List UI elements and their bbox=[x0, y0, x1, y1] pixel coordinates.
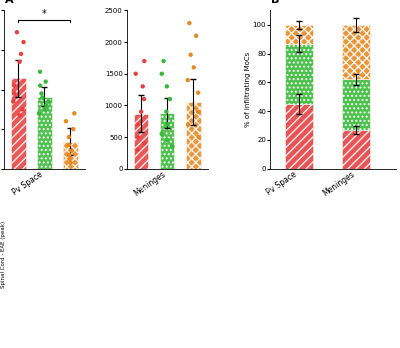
Text: B: B bbox=[272, 0, 280, 5]
Point bbox=[16, 59, 23, 65]
Point bbox=[190, 65, 197, 70]
Text: Ve-Cadherin - GFP x iNOS - tdTomato x Arginase - EYFP: Ve-Cadherin - GFP x iNOS - tdTomato x Ar… bbox=[119, 186, 281, 191]
Bar bbox=[284, 104, 313, 169]
Text: *: * bbox=[42, 9, 47, 19]
Point bbox=[67, 160, 74, 166]
Point bbox=[66, 134, 72, 140]
Point bbox=[11, 83, 18, 88]
Point bbox=[45, 98, 52, 104]
Point bbox=[141, 58, 148, 64]
Bar bbox=[342, 130, 370, 169]
Point bbox=[66, 152, 72, 158]
Bar bbox=[37, 97, 52, 169]
Point bbox=[18, 51, 24, 57]
Point bbox=[195, 90, 201, 95]
Point bbox=[19, 106, 26, 112]
Point bbox=[37, 69, 43, 74]
Bar bbox=[284, 25, 313, 44]
Bar bbox=[63, 142, 78, 169]
Point bbox=[134, 134, 141, 140]
Y-axis label: % of Infiltrating MoCs: % of Infiltrating MoCs bbox=[245, 52, 251, 127]
Bar bbox=[342, 79, 370, 130]
Point bbox=[37, 83, 44, 88]
Point bbox=[14, 30, 20, 35]
Point bbox=[164, 137, 170, 143]
Point bbox=[132, 71, 139, 77]
Text: D: D bbox=[8, 276, 15, 285]
Bar bbox=[284, 44, 313, 104]
Point bbox=[42, 79, 49, 85]
Bar bbox=[160, 113, 174, 169]
Point bbox=[163, 109, 170, 114]
Point bbox=[195, 134, 202, 140]
Point bbox=[66, 142, 72, 148]
Point bbox=[141, 141, 147, 146]
Point bbox=[38, 91, 45, 96]
Point bbox=[138, 109, 144, 114]
Point bbox=[160, 58, 167, 64]
Point bbox=[186, 20, 192, 26]
Point bbox=[193, 33, 199, 39]
Point bbox=[135, 121, 141, 127]
Point bbox=[71, 111, 78, 116]
Point bbox=[42, 106, 48, 112]
Point bbox=[188, 52, 194, 57]
Point bbox=[20, 39, 27, 45]
Point bbox=[158, 71, 165, 77]
Point bbox=[158, 131, 165, 137]
Point bbox=[68, 148, 75, 154]
Point bbox=[134, 147, 140, 152]
Point bbox=[16, 112, 23, 118]
Point bbox=[140, 84, 146, 89]
Point bbox=[141, 96, 147, 102]
Point bbox=[36, 111, 42, 116]
Text: Spinal Cord - EAE (peak): Spinal Cord - EAE (peak) bbox=[1, 221, 6, 287]
Point bbox=[66, 156, 73, 161]
Point bbox=[164, 84, 170, 89]
Bar bbox=[186, 102, 200, 169]
Point bbox=[10, 98, 16, 104]
Point bbox=[164, 121, 170, 127]
Point bbox=[70, 126, 76, 132]
Text: A: A bbox=[5, 0, 14, 5]
Bar bbox=[342, 25, 370, 79]
Bar bbox=[134, 113, 148, 169]
Point bbox=[184, 77, 191, 83]
Point bbox=[195, 109, 201, 114]
Point bbox=[43, 103, 50, 108]
Point bbox=[185, 121, 191, 127]
Point bbox=[63, 118, 69, 124]
Bar bbox=[11, 79, 26, 169]
Point bbox=[169, 144, 176, 149]
Point bbox=[11, 91, 18, 96]
Point bbox=[39, 95, 46, 100]
Point bbox=[167, 96, 173, 102]
Text: C: C bbox=[8, 203, 14, 212]
